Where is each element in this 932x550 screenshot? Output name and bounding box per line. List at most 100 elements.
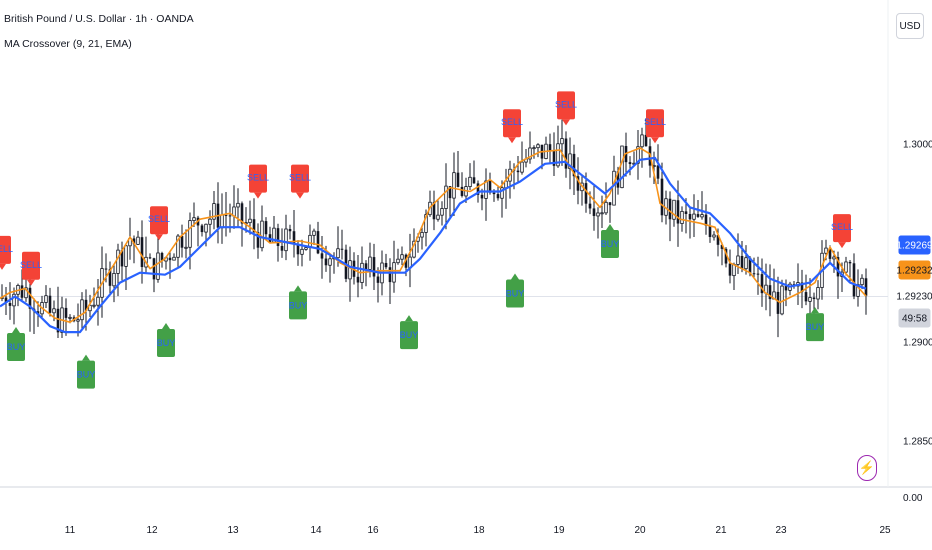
candle-body [156, 252, 160, 280]
candle-body [208, 218, 212, 225]
candle-body [832, 256, 836, 260]
sell-signal-label: SELL [831, 222, 853, 232]
candle-body [728, 263, 732, 276]
candle-body [312, 230, 316, 236]
candle-body [264, 221, 268, 235]
candle-body [500, 187, 504, 199]
candle-body [436, 214, 440, 220]
price-tags-layer: 1.29269 1.29232 1.29230 49:58 [896, 235, 932, 328]
buy-signal-box [400, 321, 418, 350]
candle-body [84, 299, 88, 311]
sell-signal-label: SELL [148, 214, 170, 224]
x-tick-label: 11 [65, 525, 76, 536]
candle-body [488, 180, 492, 193]
sell-signal: SELL [831, 214, 853, 249]
candle-body [248, 218, 252, 224]
candle-body [176, 235, 180, 258]
candle-body [96, 296, 100, 306]
candle-body [348, 260, 352, 280]
candle-body [456, 172, 460, 187]
buy-signal-label: BUY [601, 239, 620, 249]
candle-body [432, 202, 436, 220]
candle-body [640, 134, 644, 148]
candle-body [368, 256, 372, 270]
price-tag: 1.29230 [896, 286, 932, 306]
price-tag: 1.29232 [896, 260, 932, 280]
candle-body [252, 219, 256, 233]
candle-body [644, 134, 648, 147]
candle-body [704, 214, 708, 226]
candle-body [708, 225, 712, 237]
candle-body [212, 203, 216, 220]
sell-signal-box [249, 164, 267, 193]
currency-button[interactable]: USD [896, 13, 924, 39]
ema-lines-layer [0, 147, 867, 334]
sell-signal: SELL [247, 164, 269, 199]
candle-body [364, 263, 368, 270]
price-tag-label: 1.29232 [896, 266, 932, 277]
buy-signal-box [506, 279, 524, 308]
candle-body [568, 153, 572, 170]
candle-body [860, 277, 864, 286]
buy-signal: BUY [400, 315, 419, 350]
candle-body [740, 255, 744, 269]
buy-signal-box [289, 291, 307, 320]
candle-body [112, 273, 116, 287]
sell-signal-pointer [155, 234, 163, 241]
buy-signal-label: BUY [400, 330, 419, 340]
sell-signal-box [557, 91, 575, 120]
candle-body [424, 214, 428, 233]
candle-body [620, 145, 624, 189]
candle-body [748, 257, 752, 274]
candle-body [304, 247, 308, 250]
candle-body [852, 263, 856, 297]
sell-signal-box [833, 214, 851, 243]
sell-signal-pointer [562, 119, 570, 126]
candle-body [588, 203, 592, 209]
buy-signal-box [7, 332, 25, 361]
x-tick-label: 14 [310, 525, 322, 536]
candle-body [104, 268, 108, 270]
buy-signal-pointer [12, 326, 20, 333]
candle-body [688, 213, 692, 220]
sell-signal-box [22, 251, 40, 280]
sell-signal-label: SELL [0, 244, 13, 254]
candle-body [572, 153, 576, 177]
candle-body [4, 297, 8, 303]
candle-body [152, 258, 156, 280]
sell-signal-label: SELL [644, 117, 666, 127]
candle-body [316, 231, 320, 254]
sell-signal: SELL [501, 109, 523, 144]
candle-body [532, 147, 536, 150]
candle-body [240, 203, 244, 224]
candle-body [276, 228, 280, 246]
candle-body [736, 255, 740, 265]
price-tag: 1.29269 [896, 235, 932, 255]
buy-signal-label: BUY [506, 289, 525, 299]
candle-body [564, 138, 568, 169]
buy-signal: BUY [601, 224, 620, 258]
candle-body [472, 177, 476, 184]
candle-body [600, 212, 604, 215]
sell-signal: SELL [0, 235, 13, 270]
candle-body [668, 198, 672, 220]
candle-body [768, 285, 772, 300]
buy-signal-box [157, 329, 175, 357]
candle-body [52, 308, 56, 314]
candle-body [536, 144, 540, 149]
lightning-bolt-icon[interactable]: ⚡ [857, 455, 877, 481]
candle-body [476, 183, 480, 195]
buy-signal-label: BUY [7, 342, 26, 352]
candle-body [756, 273, 760, 275]
candle-body [388, 267, 392, 283]
candle-body [604, 201, 608, 214]
sell-signal-pointer [838, 242, 846, 249]
candle-body [44, 295, 48, 303]
buy-signal-pointer [405, 315, 413, 322]
candle-body [552, 151, 556, 166]
sell-signal-pointer [27, 279, 35, 286]
buy-signal-pointer [82, 354, 90, 361]
indicator-title[interactable]: MA Crossover (9, 21, EMA) [4, 38, 132, 50]
